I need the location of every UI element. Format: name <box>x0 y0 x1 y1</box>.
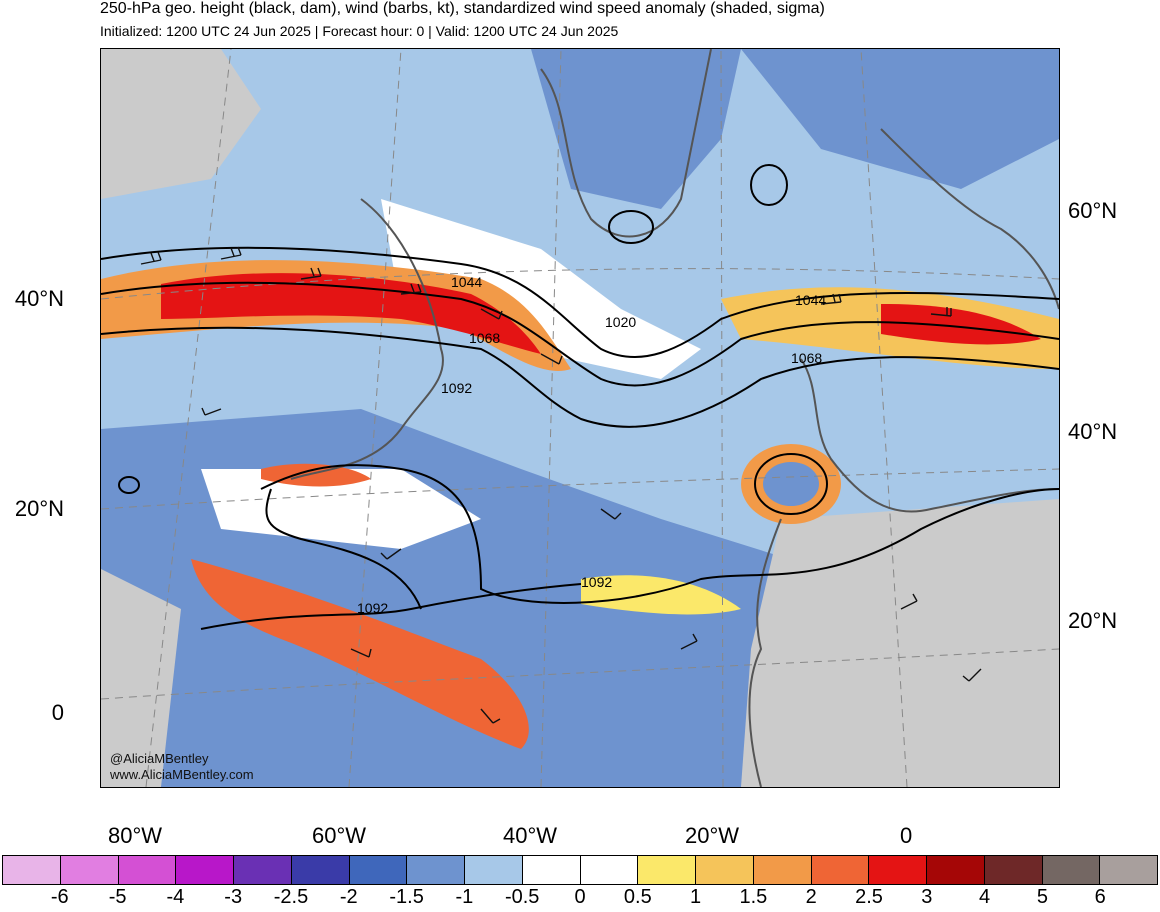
lat-label-right: 20°N <box>1068 608 1118 633</box>
colorbar-swatch <box>984 856 1043 884</box>
lon-label: 60°W <box>312 823 367 848</box>
land-gray-nw <box>101 49 261 199</box>
contour-label: 1068 <box>791 350 822 366</box>
colorbar-tick-label: -3 <box>224 886 243 908</box>
colorbar-swatch <box>522 856 581 884</box>
colorbar-tick-label: 3 <box>921 886 933 908</box>
lon-label: 20°W <box>685 823 740 848</box>
land-gray-south-america <box>101 569 181 787</box>
colorbar-swatch <box>234 856 292 884</box>
lon-label: 40°W <box>503 823 558 848</box>
contour-label: 1044 <box>795 292 826 308</box>
credit-handle: @AliciaMBentley <box>110 751 209 766</box>
map-title: 250-hPa geo. height (black, dam), wind (… <box>100 0 825 17</box>
lat-label-right: 40°N <box>1068 419 1118 444</box>
credit-website: www.AliciaMBentley.com <box>110 767 254 782</box>
colorbar-tick-label: 2.5 <box>855 886 883 908</box>
jet-streak-core <box>161 273 541 354</box>
lat-label-left: 20°N <box>14 496 64 521</box>
contour-label: 1092 <box>581 574 612 590</box>
contour-label: 1092 <box>357 600 388 616</box>
anomaly-norway-sea <box>741 49 1059 189</box>
map-panel: 1044 1068 1092 1020 1044 1068 1092 1092 <box>100 48 1060 788</box>
colorbar-tick-label: -2 <box>339 886 358 908</box>
colorbar-swatch <box>753 856 812 884</box>
colorbar-swatch <box>3 856 61 884</box>
colorbar-tick-label: -1 <box>455 886 474 908</box>
caribbean-jet <box>191 559 529 749</box>
lat-label-right: 60°N <box>1068 198 1118 223</box>
lon-label: 0 <box>900 823 913 848</box>
map-canvas: 1044 1068 1092 1020 1044 1068 1092 1092 <box>101 49 1059 787</box>
contour-label: 1020 <box>605 314 636 330</box>
colorbar-swatch <box>118 856 177 884</box>
colorbar-swatch <box>580 856 639 884</box>
contour-label: 1068 <box>469 330 500 346</box>
lon-label: 80°W <box>108 823 163 848</box>
colorbar-swatch <box>811 856 870 884</box>
colorbar-swatch <box>1100 856 1157 884</box>
colorbar-swatch <box>407 856 465 884</box>
graticule <box>101 49 1059 787</box>
colorbar-tick-label: 6 <box>1094 886 1106 908</box>
map-subtitle: Initialized: 1200 UTC 24 Jun 2025 | Fore… <box>100 23 619 39</box>
cutoff-low-center <box>763 462 819 506</box>
colorbar-tick-label: 2 <box>805 886 817 908</box>
colorbar-tick-label: 5 <box>1036 886 1048 908</box>
colorbar-tick-label: 1 <box>690 886 702 908</box>
colorbar-swatch <box>349 856 408 884</box>
colorbar-tick-label: 0.5 <box>623 886 652 908</box>
contour-label: 1092 <box>441 380 472 396</box>
colorbar-tick-label: -5 <box>108 886 127 908</box>
colorbar-swatch <box>176 856 234 884</box>
colorbar-swatch <box>696 856 754 884</box>
colorbar-tick-label: 1.5 <box>739 886 768 908</box>
colorbar-tick-label: 4 <box>979 886 991 908</box>
colorbar-tick-label: -6 <box>50 886 69 908</box>
colorbar-swatch <box>638 856 696 884</box>
colorbar-swatch <box>291 856 350 884</box>
contour-label: 1044 <box>451 274 482 290</box>
colorbar-swatch <box>465 856 523 884</box>
colorbar-tick-label: 0 <box>574 886 586 908</box>
colorbar-tick-label: -2.5 <box>273 886 309 908</box>
colorbar-swatch <box>869 856 927 884</box>
colorbar-tick-label: -1.5 <box>389 886 424 908</box>
wind-barbs <box>140 246 982 724</box>
lat-label-left: 0 <box>51 700 64 725</box>
colorbar-swatch <box>1042 856 1101 884</box>
colorbar-swatch <box>927 856 985 884</box>
colorbar-tick-label: -4 <box>166 886 185 908</box>
colorbar <box>2 855 1158 885</box>
lat-label-left: 40°N <box>14 286 64 311</box>
land-gray-africa <box>741 499 1059 787</box>
anomaly-white-band <box>381 199 701 379</box>
anomaly-greenland <box>531 49 741 209</box>
subtropical-jet-streak <box>261 463 371 487</box>
colorbar-tick-label: -0.5 <box>504 886 540 908</box>
jet-streak-europe-core <box>881 304 1041 345</box>
tropical-anomaly-yellow <box>581 575 741 615</box>
colorbar-swatch <box>60 856 119 884</box>
